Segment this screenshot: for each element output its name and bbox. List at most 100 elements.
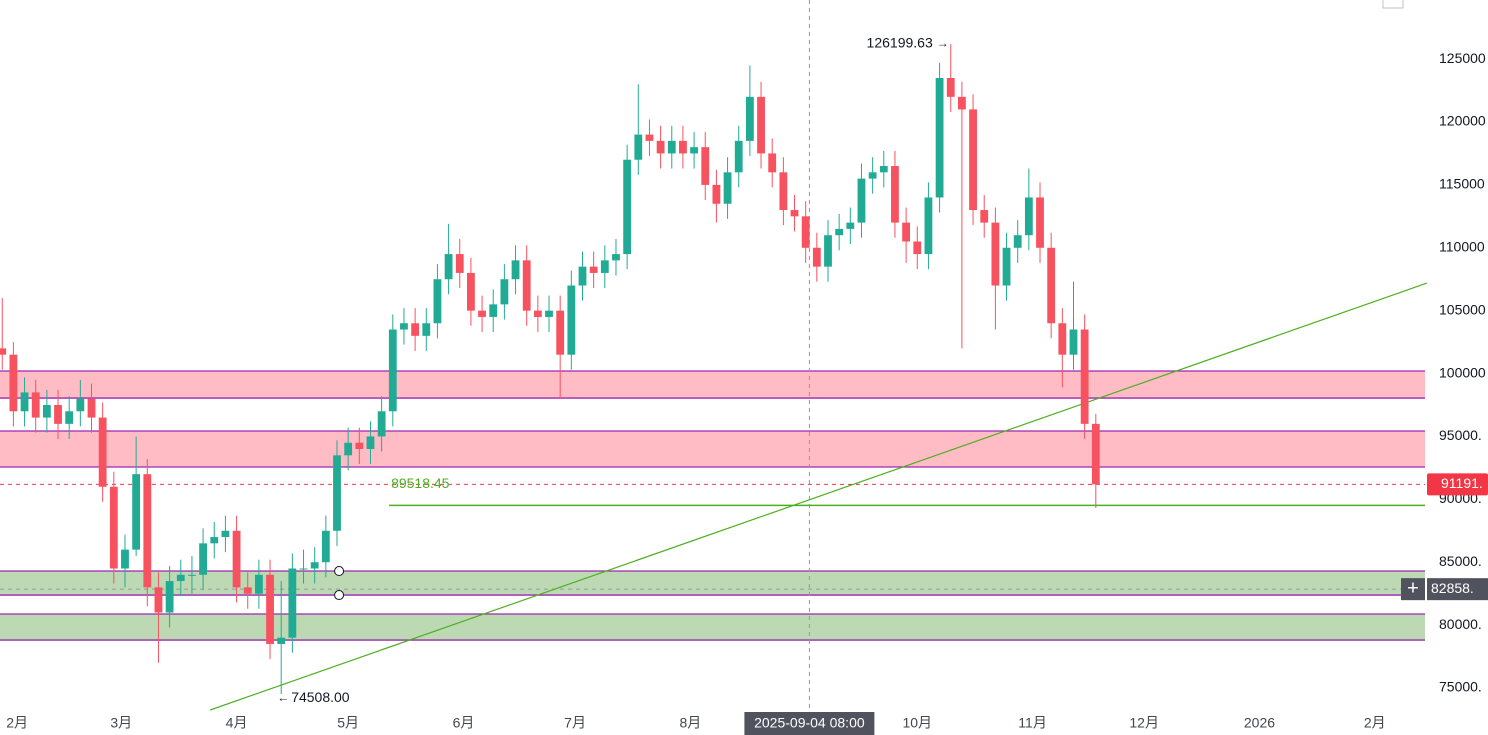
candle-body (879, 166, 888, 173)
crosshair-y-label: 82858. (1431, 580, 1474, 596)
candle-body (42, 404, 51, 418)
handle (334, 566, 345, 577)
candle-body (745, 96, 754, 141)
candle-body (221, 530, 230, 538)
candle-body (188, 574, 196, 576)
price-axis-labels: 75000.80000.85000.90000.95000.1000001050… (1427, 50, 1488, 695)
y-tick-label: 110000 (1439, 238, 1485, 254)
x-tick-label: 2026 (1244, 715, 1275, 731)
candle-body (9, 354, 18, 412)
y-tick-label: 120000 (1439, 113, 1486, 129)
candle-body (801, 216, 810, 248)
candle-body (969, 109, 977, 211)
candle-body (321, 530, 330, 563)
candle-body (132, 474, 141, 550)
candle-body (500, 279, 509, 305)
crosshair-x-tag (744, 712, 875, 735)
zone (0, 571, 1425, 596)
x-tick-label: 11月 (1018, 715, 1047, 731)
candle-body (891, 166, 899, 223)
low-arrow: ← (277, 690, 289, 704)
candle-body (411, 323, 420, 336)
candle-body (768, 153, 777, 173)
add-button[interactable] (1401, 578, 1425, 601)
candle-body (1080, 329, 1089, 424)
price-axis (1427, 0, 1488, 735)
candle-body (1058, 323, 1067, 355)
y-tick-label: 80000. (1439, 616, 1482, 632)
candle-body (567, 285, 576, 355)
candle-body (299, 568, 308, 570)
candle-body (1002, 247, 1011, 286)
candle-body (645, 134, 654, 141)
candle-body (712, 184, 721, 204)
crosshair-y-tag (1427, 578, 1488, 601)
candle-body (355, 442, 364, 450)
candle-body (556, 310, 565, 355)
candle-body (946, 77, 955, 97)
candle-body (109, 486, 118, 569)
candle-body (734, 140, 743, 173)
crosshair-x-label: 2025-09-04 08:00 (754, 715, 865, 731)
candle-body (991, 222, 1000, 286)
candle-body (868, 172, 877, 179)
y-tick-label: 75000. (1439, 679, 1482, 695)
handle (334, 590, 345, 601)
candle-body (433, 279, 442, 324)
candle-body (165, 581, 174, 613)
candle-body (701, 147, 710, 185)
x-tick-label: 3月 (110, 715, 132, 731)
candle-body (757, 96, 765, 154)
candle-body (87, 398, 96, 418)
candle-body (232, 530, 241, 588)
candle-body (455, 254, 464, 273)
candle-body (0, 348, 7, 355)
x-tick-label: 7月 (564, 715, 586, 731)
candle-body (121, 549, 129, 569)
candle-body (578, 266, 587, 286)
candle-body (812, 247, 821, 267)
candle-body (288, 568, 297, 638)
x-tick-label: 10月 (902, 715, 932, 731)
candle-body (366, 436, 375, 450)
candle-body (679, 140, 687, 154)
candle-body (143, 474, 152, 588)
candle-body (957, 96, 966, 110)
x-tick-label: 8月 (679, 715, 701, 731)
candle-body (467, 272, 475, 311)
candle-body (790, 210, 799, 217)
level-label: 89518.45 (391, 475, 450, 491)
candle-body (344, 442, 353, 456)
candle-body (623, 159, 632, 255)
corner-button[interactable] (1382, 0, 1404, 9)
candle-body (199, 543, 207, 575)
candle-body (98, 417, 107, 487)
candle-body (254, 574, 263, 594)
candle-body (1024, 197, 1033, 236)
last-price-tag (1427, 473, 1488, 496)
x-tick-label: 2月 (1364, 715, 1386, 731)
candle-body (902, 222, 911, 242)
x-tick-label: 5月 (337, 715, 359, 731)
y-tick-label: 95000. (1439, 427, 1482, 443)
candle-body (54, 404, 62, 424)
y-tick-label: 85000. (1439, 553, 1482, 569)
candle-body (266, 574, 274, 644)
candle-body (210, 537, 219, 544)
candle-body (824, 235, 832, 267)
candle-body (600, 260, 609, 273)
y-tick-label: 100000 (1439, 364, 1486, 380)
zone (0, 614, 1425, 641)
candle-body (1036, 197, 1044, 248)
candle-body (656, 140, 665, 154)
candle-body (522, 260, 531, 311)
candle-body (20, 392, 29, 412)
zone (0, 371, 1425, 399)
candle-body (913, 241, 922, 255)
candle-body (857, 178, 866, 223)
y-tick-label: 105000 (1439, 301, 1486, 317)
candle-body (511, 260, 520, 280)
candle-body (333, 455, 341, 531)
